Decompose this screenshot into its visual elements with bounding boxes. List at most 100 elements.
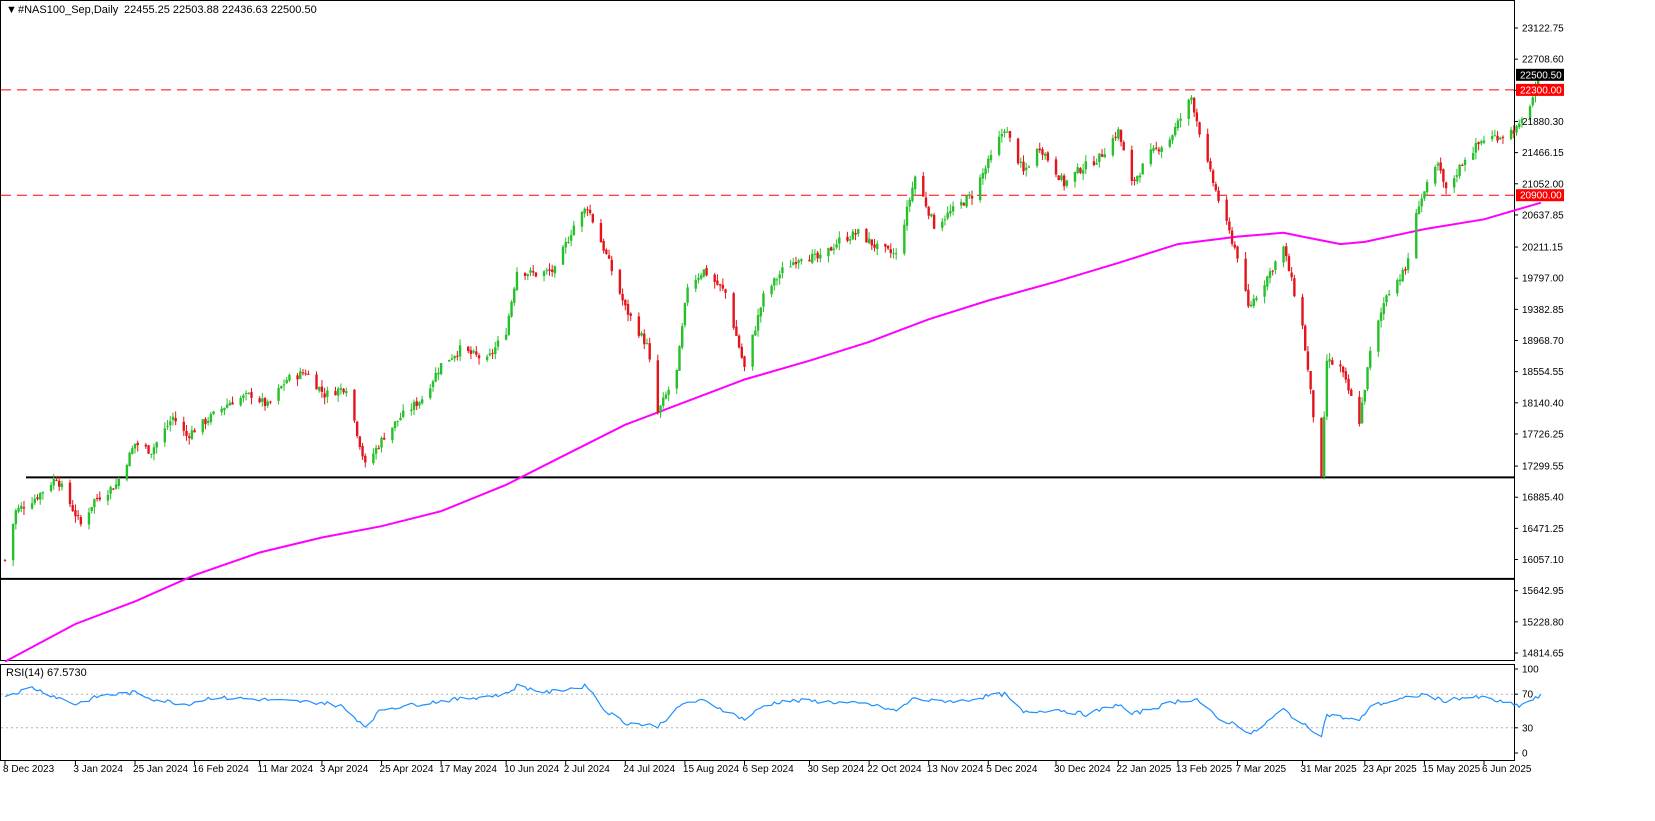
bull-candle xyxy=(1325,354,1329,420)
candle-body xyxy=(1325,360,1329,417)
bear-candle xyxy=(76,510,80,520)
candle-body xyxy=(391,427,394,441)
bull-candle xyxy=(282,379,286,392)
bear-candle xyxy=(602,238,605,254)
bear-candle xyxy=(1041,147,1044,160)
bear-candle xyxy=(607,249,611,260)
candle-body xyxy=(984,168,987,175)
y-tick-label: 21466.15 xyxy=(1522,148,1564,159)
candle-body xyxy=(1285,246,1288,257)
bear-candle xyxy=(1038,142,1041,154)
bear-candle xyxy=(737,334,741,349)
candle-body xyxy=(873,244,876,248)
candle-body xyxy=(808,259,811,262)
bear-candle xyxy=(970,190,974,205)
candle-body xyxy=(987,158,990,169)
bear-candle xyxy=(1341,365,1345,378)
candle-body xyxy=(187,436,191,438)
bull-candle xyxy=(128,451,131,467)
candle-body xyxy=(415,401,418,407)
candle-body xyxy=(1103,154,1106,158)
rsi-y-tick-label: 0 xyxy=(1522,749,1528,760)
bull-candle xyxy=(1322,411,1326,480)
bull-candle xyxy=(261,392,264,407)
bull-candle xyxy=(1377,319,1380,357)
level-price-tag xyxy=(1516,189,1564,202)
candle-body xyxy=(39,493,42,500)
bull-candle xyxy=(277,384,280,405)
candle-body xyxy=(1076,167,1079,173)
bull-candle xyxy=(1520,116,1524,128)
bear-candle xyxy=(95,494,99,502)
candle-body xyxy=(699,275,703,279)
candle-body xyxy=(336,388,340,396)
candle-body xyxy=(643,333,646,345)
bull-candle xyxy=(431,379,435,392)
bear-candle xyxy=(1233,241,1236,250)
candle-body xyxy=(1022,161,1025,172)
candle-body xyxy=(548,269,551,271)
bull-candle xyxy=(1117,126,1120,141)
candle-body xyxy=(1179,118,1182,121)
candle-body xyxy=(1406,258,1410,270)
candle-body xyxy=(496,340,500,347)
candle-body xyxy=(848,239,852,241)
bull-candle xyxy=(675,369,678,395)
bull-candle xyxy=(699,272,703,281)
candle-body xyxy=(857,229,860,234)
bull-candle xyxy=(965,195,968,208)
bear-candle xyxy=(1130,145,1134,186)
bull-candle xyxy=(410,403,413,416)
candle-body xyxy=(1536,78,1540,86)
candle-body xyxy=(743,356,746,367)
x-tick-label: 25 Apr 2024 xyxy=(380,764,434,775)
candle-body xyxy=(174,418,177,422)
bear-candle xyxy=(250,388,253,405)
candle-body xyxy=(1306,351,1310,370)
bear-candle xyxy=(591,213,595,224)
candle-body xyxy=(1415,212,1418,259)
bear-candle xyxy=(1439,157,1442,174)
x-tick-label: 30 Dec 2024 xyxy=(1054,764,1111,775)
ohlc-values: 22455.25 22503.88 22436.63 22500.50 xyxy=(124,4,317,16)
bear-candle xyxy=(829,246,833,251)
bull-candle xyxy=(345,387,348,397)
candle-body xyxy=(250,392,253,398)
candle-body xyxy=(572,225,576,236)
candle-body xyxy=(429,388,432,398)
candle-body xyxy=(894,253,898,255)
candle-body xyxy=(17,507,20,512)
bull-candle xyxy=(569,229,573,247)
bull-candle xyxy=(572,220,576,236)
bull-candle xyxy=(1518,119,1521,130)
candle-body xyxy=(277,387,280,401)
candle-body xyxy=(1171,135,1174,141)
bull-candle xyxy=(439,362,443,376)
bear-candle xyxy=(1079,167,1082,175)
bull-candle xyxy=(190,425,194,441)
candle-body xyxy=(1501,136,1505,138)
bear-candle xyxy=(361,442,364,460)
candle-body xyxy=(1233,244,1236,248)
bull-candle xyxy=(754,325,757,337)
candle-body xyxy=(439,363,443,375)
bull-candle xyxy=(1171,134,1174,144)
rsi-plot-frame xyxy=(0,664,1515,761)
candle-body xyxy=(1192,97,1196,113)
candle-body xyxy=(718,284,722,286)
bull-candle xyxy=(911,181,914,203)
bear-candle xyxy=(1331,357,1334,366)
bear-candle xyxy=(1477,141,1480,151)
bull-candle xyxy=(30,496,34,510)
candle-body xyxy=(1244,258,1247,291)
candle-body xyxy=(1458,164,1461,176)
candle-body xyxy=(68,482,72,505)
candle-body xyxy=(431,381,435,387)
header-triangle-icon[interactable]: ▼ xyxy=(6,4,17,16)
bear-candle xyxy=(648,337,651,363)
candle-body xyxy=(1230,230,1234,244)
candle-body xyxy=(1130,149,1134,181)
bull-candle xyxy=(968,191,971,200)
bull-candle xyxy=(1493,129,1497,137)
price-tags: 22300.00 20900.00 22500.50 xyxy=(1516,68,1564,202)
